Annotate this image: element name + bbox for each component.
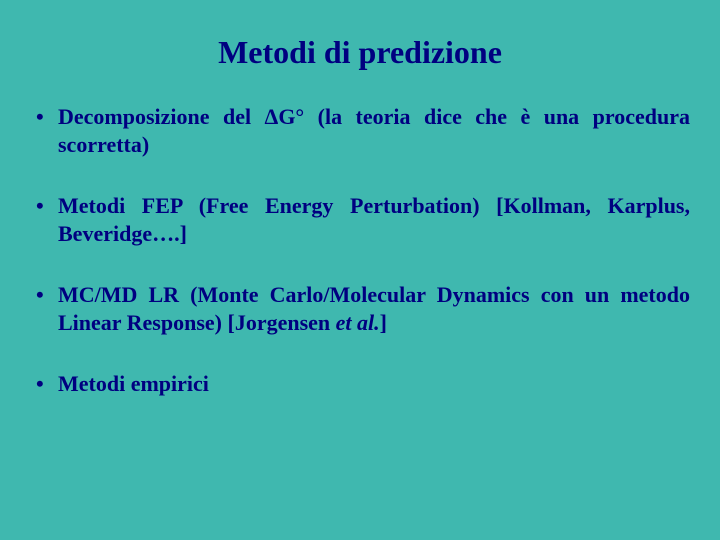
bullet-list: Decomposizione del ΔG° (la teoria dice c…	[30, 103, 690, 398]
bullet-item: Decomposizione del ΔG° (la teoria dice c…	[30, 103, 690, 158]
bullet-text: Metodi FEP (Free Energy Perturbation) [K…	[58, 193, 690, 246]
bullet-text: Metodi empirici	[58, 371, 209, 396]
bullet-item: MC/MD LR (Monte Carlo/Molecular Dynamics…	[30, 281, 690, 336]
bullet-text: Decomposizione del ΔG° (la teoria dice c…	[58, 104, 690, 157]
slide-title: Metodi di predizione	[30, 34, 690, 71]
slide: Metodi di predizione Decomposizione del …	[0, 0, 720, 540]
bullet-text-post: ]	[380, 310, 387, 335]
bullet-item: Metodi FEP (Free Energy Perturbation) [K…	[30, 192, 690, 247]
bullet-text-italic: et al.	[336, 310, 380, 335]
bullet-item: Metodi empirici	[30, 370, 690, 398]
